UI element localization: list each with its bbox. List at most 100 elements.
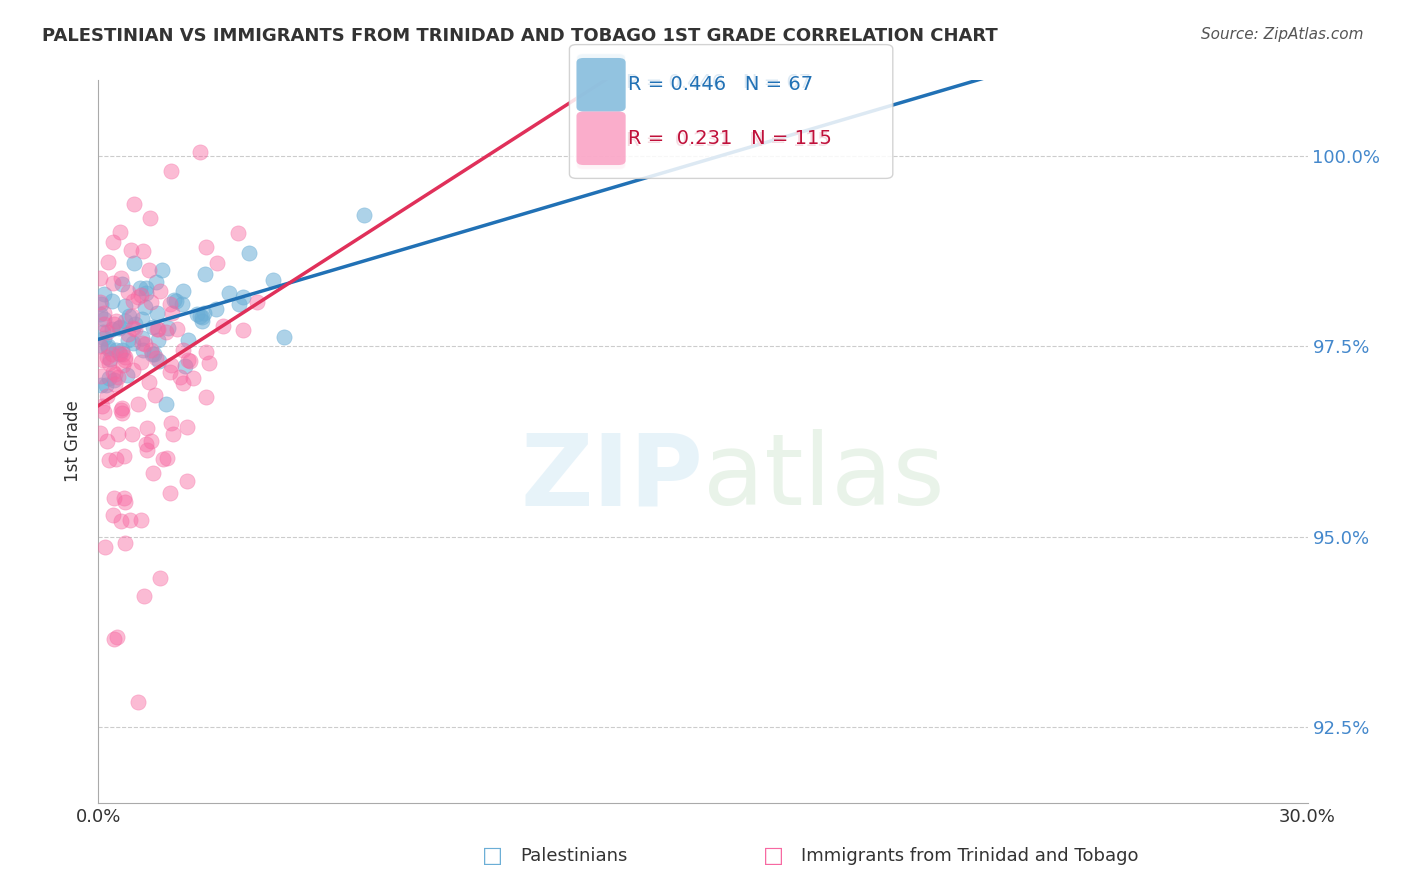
Text: Source: ZipAtlas.com: Source: ZipAtlas.com <box>1201 27 1364 42</box>
Point <box>135 285 157 300</box>
Point <box>93 317 115 331</box>
Point <box>104 451 127 466</box>
Point <box>110 401 132 415</box>
Point <box>93 540 115 554</box>
Point <box>96 389 118 403</box>
Point <box>169 370 191 384</box>
Point <box>124 322 146 336</box>
Point <box>122 321 145 335</box>
Text: PALESTINIAN VS IMMIGRANTS FROM TRINIDAD AND TOBAGO 1ST GRADE CORRELATION CHART: PALESTINIAN VS IMMIGRANTS FROM TRINIDAD … <box>42 27 998 45</box>
Point <box>111 359 134 373</box>
Point <box>104 343 127 357</box>
Point <box>159 297 181 311</box>
Point <box>135 421 157 435</box>
Point <box>131 244 153 258</box>
Point <box>120 512 142 526</box>
Point <box>108 320 131 334</box>
Point <box>194 390 217 404</box>
Point <box>160 163 183 178</box>
Point <box>142 467 165 481</box>
Point <box>139 434 162 449</box>
Point <box>101 365 124 379</box>
Point <box>238 246 260 260</box>
Point <box>179 354 201 368</box>
Point <box>172 284 194 298</box>
Point <box>193 306 215 320</box>
Point <box>100 322 122 336</box>
Point <box>114 536 136 550</box>
Point <box>232 290 254 304</box>
Point <box>121 309 143 323</box>
Point <box>191 310 214 325</box>
Point <box>107 426 129 441</box>
Point <box>172 343 194 357</box>
Point <box>98 351 121 366</box>
Point <box>134 300 156 314</box>
Point <box>96 325 118 339</box>
Point <box>89 425 111 440</box>
Text: □: □ <box>763 847 783 866</box>
Point <box>150 263 173 277</box>
Point <box>132 343 155 357</box>
Point <box>114 351 136 365</box>
Point <box>103 373 125 387</box>
Point <box>112 491 135 505</box>
Point <box>205 302 228 317</box>
Point <box>111 343 134 357</box>
Point <box>96 350 118 364</box>
Point <box>117 285 139 300</box>
Point <box>212 319 235 334</box>
Point <box>97 338 120 352</box>
Point <box>131 355 153 369</box>
Point <box>162 426 184 441</box>
Point <box>131 336 153 351</box>
Point <box>194 344 217 359</box>
Point <box>105 313 128 327</box>
Point <box>188 310 211 324</box>
Point <box>97 341 120 355</box>
Point <box>135 280 157 294</box>
Point <box>176 474 198 488</box>
Point <box>93 305 115 319</box>
Point <box>98 371 121 385</box>
Point <box>152 452 174 467</box>
Point <box>176 419 198 434</box>
Point <box>103 317 125 331</box>
Point <box>101 293 124 308</box>
Text: atlas: atlas <box>703 429 945 526</box>
Point <box>114 299 136 313</box>
Point <box>138 376 160 390</box>
Point <box>93 312 115 326</box>
Point <box>90 368 112 383</box>
Point <box>108 346 131 360</box>
Point <box>143 347 166 361</box>
Point <box>145 275 167 289</box>
Point <box>89 307 111 321</box>
Point <box>155 325 177 339</box>
Text: R =  0.231   N = 115: R = 0.231 N = 115 <box>626 131 830 151</box>
Point <box>155 397 177 411</box>
Point <box>138 262 160 277</box>
Point <box>89 337 111 351</box>
Point <box>121 335 143 350</box>
Point <box>159 416 181 430</box>
Point <box>129 281 152 295</box>
Point <box>165 294 187 309</box>
Point <box>186 307 208 321</box>
Point <box>127 290 149 304</box>
Point <box>129 513 152 527</box>
Point <box>111 347 134 361</box>
Point <box>93 287 115 301</box>
Point <box>149 571 172 585</box>
Point <box>145 306 167 320</box>
Point <box>228 226 250 240</box>
Point <box>246 295 269 310</box>
Point <box>145 351 167 365</box>
Point <box>110 514 132 528</box>
Point <box>120 244 142 258</box>
Point <box>104 368 127 382</box>
Point <box>146 322 169 336</box>
Point <box>176 333 198 347</box>
Point <box>91 353 114 368</box>
Point <box>131 331 153 345</box>
